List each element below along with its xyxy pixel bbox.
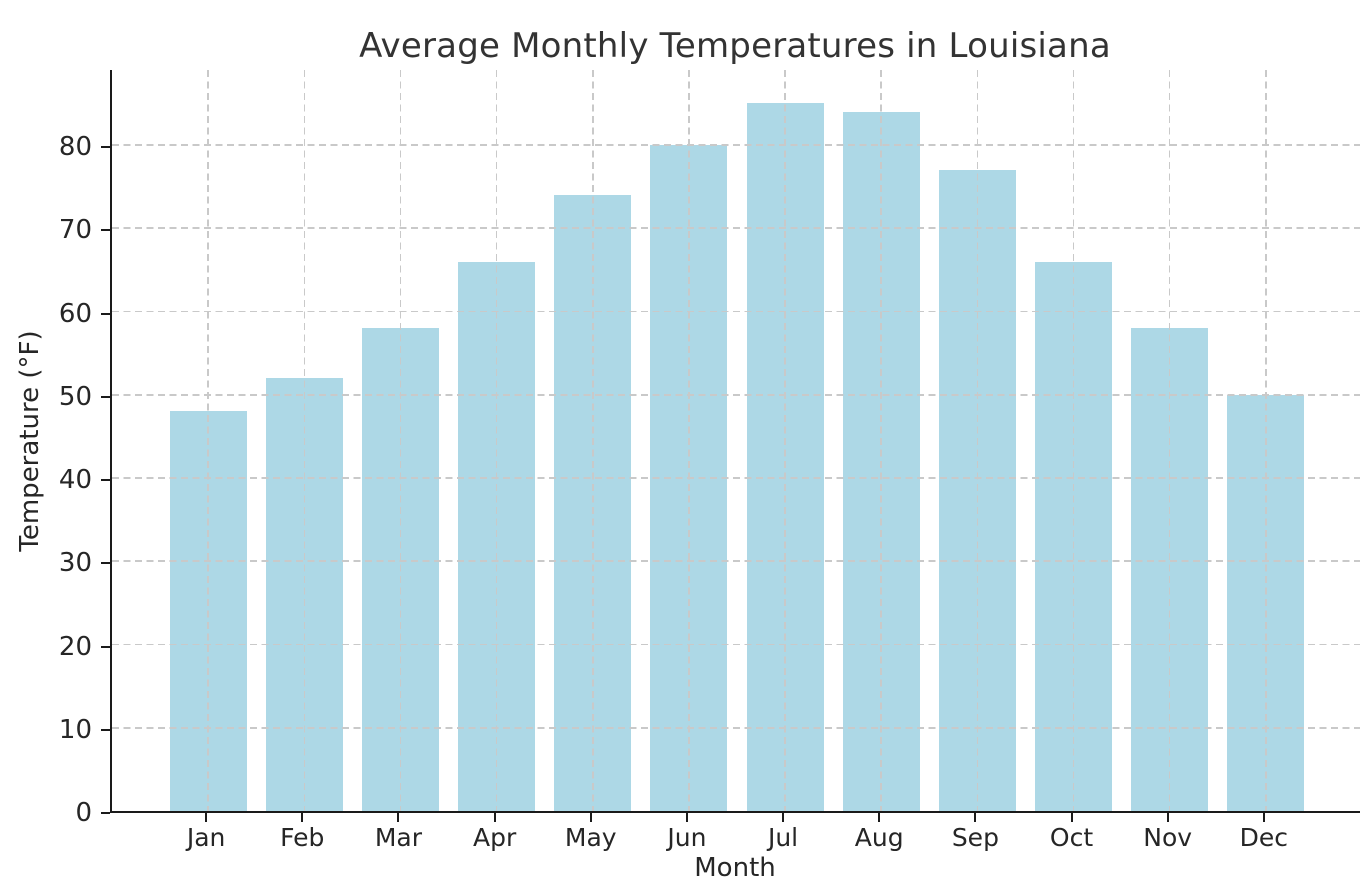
- x-tick-label-oct: Oct: [1049, 823, 1094, 852]
- x-tick-label-may: May: [564, 823, 617, 852]
- gridline-x-may: [591, 70, 594, 811]
- gridline-x-aug: [880, 70, 883, 811]
- gridline-y-30: [112, 560, 1360, 563]
- x-tick-apr: [493, 813, 496, 822]
- y-tick-10: [101, 728, 110, 731]
- gridline-x-sep: [976, 70, 979, 811]
- gridline-x-feb: [303, 70, 306, 811]
- x-tick-mar: [397, 813, 400, 822]
- gridline-y-80: [112, 144, 1360, 146]
- gridline-x-nov: [1168, 70, 1171, 811]
- y-tick-label-0: 0: [75, 798, 92, 828]
- x-tick-jun: [685, 813, 688, 822]
- y-tick-label-80: 80: [58, 132, 92, 162]
- y-tick-20: [101, 645, 110, 648]
- x-tick-aug: [878, 813, 881, 822]
- gridline-x-mar: [399, 70, 402, 811]
- gridline-y-70: [112, 227, 1360, 230]
- gridline-y-10: [112, 726, 1360, 729]
- y-tick-label-50: 50: [58, 381, 92, 412]
- y-tick-40: [101, 479, 110, 481]
- gridline-x-apr: [495, 70, 498, 811]
- y-tick-label-70: 70: [58, 215, 92, 246]
- x-tick-jul: [782, 813, 785, 822]
- x-axis-label: Month: [694, 853, 776, 883]
- x-tick-label-aug: Aug: [854, 823, 904, 852]
- x-tick-jan: [205, 813, 208, 822]
- x-tick-nov: [1166, 813, 1169, 822]
- gridline-x-jan: [207, 70, 209, 811]
- chart-title: Average Monthly Temperatures in Louisian…: [359, 26, 1111, 66]
- y-tick-label-60: 60: [58, 298, 92, 329]
- y-tick-label-20: 20: [58, 631, 92, 662]
- x-tick-label-feb: Feb: [280, 823, 325, 852]
- x-tick-may: [589, 813, 592, 822]
- y-tick-label-10: 10: [58, 714, 92, 745]
- x-tick-feb: [301, 813, 304, 822]
- y-tick-30: [101, 562, 110, 565]
- y-tick-label-40: 40: [58, 465, 92, 495]
- x-tick-label-apr: Apr: [472, 823, 517, 852]
- x-tick-label-nov: Nov: [1143, 823, 1193, 852]
- x-tick-label-dec: Dec: [1239, 823, 1289, 852]
- gridline-x-jul: [784, 70, 786, 811]
- x-tick-oct: [1070, 813, 1073, 822]
- gridline-y-60: [112, 310, 1360, 313]
- x-tick-dec: [1262, 813, 1265, 822]
- gridline-y-50: [112, 393, 1360, 396]
- gridline-x-dec: [1265, 70, 1267, 811]
- x-tick-label-sep: Sep: [951, 823, 999, 852]
- x-tick-label-mar: Mar: [374, 823, 423, 852]
- y-tick-50: [101, 395, 110, 398]
- gridline-x-jun: [688, 70, 690, 811]
- x-tick-label-jun: Jun: [667, 823, 707, 852]
- y-tick-0: [101, 812, 110, 814]
- x-tick-sep: [974, 813, 977, 822]
- y-tick-80: [101, 146, 110, 148]
- gridline-y-20: [112, 643, 1360, 646]
- y-axis-label: Temperature (°F): [15, 330, 45, 552]
- gridline-x-oct: [1072, 70, 1075, 811]
- y-tick-60: [101, 312, 110, 315]
- y-tick-label-30: 30: [58, 548, 92, 579]
- plot-area: [110, 70, 1360, 813]
- gridline-y-40: [112, 477, 1360, 479]
- x-tick-label-jan: Jan: [186, 823, 226, 852]
- x-tick-label-jul: Jul: [767, 823, 799, 852]
- y-tick-70: [101, 229, 110, 232]
